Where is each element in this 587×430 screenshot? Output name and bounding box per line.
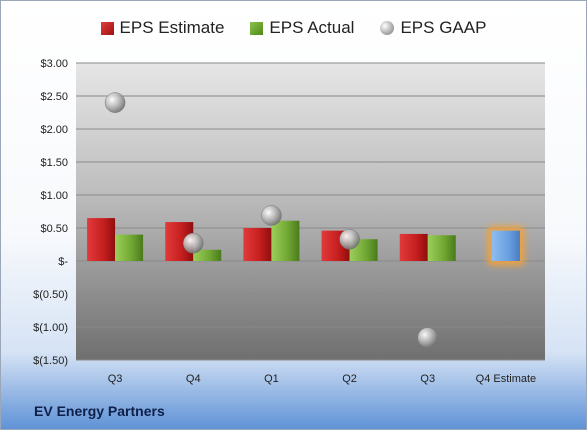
y-tick-label: $1.50 bbox=[40, 157, 68, 169]
point-eps-gaap bbox=[339, 228, 360, 250]
gridlines bbox=[76, 62, 545, 361]
y-tick-label: $(1.50) bbox=[33, 355, 68, 367]
x-tick-label: Q2 bbox=[342, 373, 357, 385]
gaap-points bbox=[104, 92, 438, 348]
legend-item-estimate: EPS Estimate bbox=[100, 18, 225, 38]
y-tick-label: $- bbox=[58, 256, 68, 268]
x-tick-label: Q3 bbox=[420, 373, 435, 385]
y-axis-ticks: $3.00 $2.50 $2.00 $1.50 $1.00 $0.50 $- $(0.50) $… bbox=[33, 58, 68, 367]
bar-eps-estimate bbox=[243, 228, 272, 261]
bar-eps-actual bbox=[427, 235, 456, 261]
x-axis-ticks: Q3 Q4 Q1 Q2 Q3 Q4 Estimate bbox=[108, 373, 536, 385]
bar-eps-actual bbox=[115, 234, 144, 261]
legend-label-estimate: EPS Estimate bbox=[119, 18, 225, 37]
plot-area bbox=[76, 63, 545, 360]
y-tick-label: $2.00 bbox=[40, 124, 68, 136]
y-tick-label: $(0.50) bbox=[33, 289, 68, 301]
y-tick-label: $0.50 bbox=[40, 223, 68, 235]
gaap-swatch-icon bbox=[380, 21, 395, 35]
actual-swatch-icon bbox=[250, 21, 264, 35]
y-tick-label: $2.50 bbox=[40, 91, 68, 103]
x-tick-label: Q1 bbox=[264, 373, 279, 385]
y-tick-label: $(1.00) bbox=[33, 322, 68, 334]
estimate-swatch-icon bbox=[100, 21, 114, 35]
x-tick-label: Q4 bbox=[186, 373, 201, 385]
legend-item-actual: EPS Actual bbox=[250, 18, 354, 38]
point-eps-gaap bbox=[104, 92, 126, 113]
point-eps-gaap bbox=[183, 232, 204, 254]
legend-item-gaap: EPS GAAP bbox=[380, 18, 486, 38]
bar-eps-estimate bbox=[87, 218, 116, 261]
bar-eps-estimate bbox=[399, 233, 428, 261]
point-eps-gaap bbox=[261, 205, 282, 226]
y-tick-label: $3.00 bbox=[40, 58, 68, 70]
legend-label-gaap: EPS GAAP bbox=[400, 18, 487, 37]
legend-label-actual: EPS Actual bbox=[269, 18, 355, 37]
legend: EPS Estimate EPS Actual EPS GAAP bbox=[1, 18, 586, 38]
x-tick-label: Q3 bbox=[108, 373, 123, 385]
bar-eps-actual bbox=[271, 220, 300, 261]
company-name: EV Energy Partners bbox=[34, 403, 165, 419]
bar-eps-actual bbox=[193, 249, 222, 261]
point-eps-gaap bbox=[417, 327, 438, 348]
y-tick-label: $1.00 bbox=[40, 190, 68, 202]
x-tick-label: Q4 Estimate bbox=[476, 373, 537, 385]
bar-q4-estimate bbox=[491, 230, 520, 261]
